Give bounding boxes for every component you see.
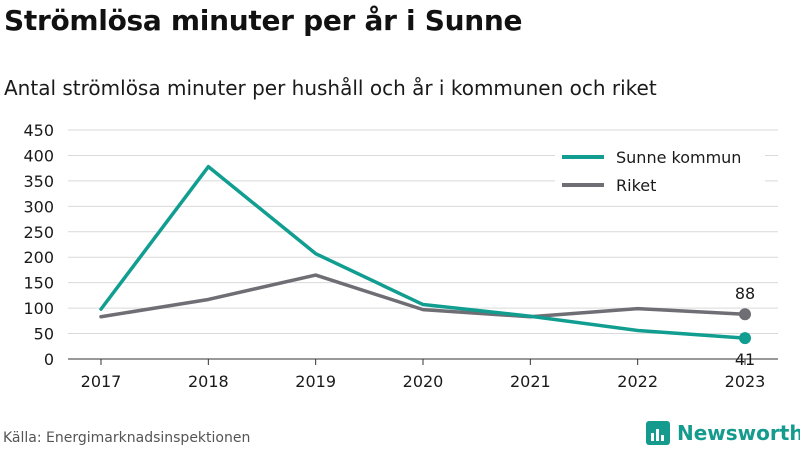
legend-label: Sunne kommun: [616, 148, 741, 167]
newsworthy-logo-icon: [646, 421, 670, 445]
source-note: Källa: Energimarknadsinspektionen: [3, 430, 251, 446]
y-tick-label: 400: [23, 146, 54, 165]
x-tick-label: 2022: [617, 372, 658, 391]
data-point: [739, 308, 751, 321]
series-line-sunne-kommun: [99, 164, 747, 340]
end-label-sunne: 41: [735, 350, 755, 369]
end-label-riket: 88: [735, 284, 755, 303]
x-tick-label: 2023: [725, 372, 766, 391]
brand-logo: Newsworthy: [645, 420, 800, 446]
legend-box: [555, 143, 765, 203]
y-tick-label: 450: [23, 121, 54, 140]
y-tick-label: 350: [23, 172, 54, 191]
y-tick-label: 0: [44, 350, 54, 369]
series-line-riket: [99, 273, 747, 319]
data-point: [739, 332, 751, 345]
x-tick-label: 2020: [403, 372, 444, 391]
y-tick-label: 250: [23, 223, 54, 242]
chart-title: Strömlösa minuter per år i Sunne: [4, 4, 523, 37]
x-tick-label: 2018: [188, 372, 229, 391]
chart-subtitle: Antal strömlösa minuter per hushåll och …: [4, 76, 657, 100]
y-tick-label: 100: [23, 299, 54, 318]
y-tick-label: 50: [34, 325, 54, 344]
y-tick-label: 200: [23, 248, 54, 267]
brand-name: Newsworthy: [677, 421, 800, 445]
y-tick-label: 300: [23, 197, 54, 216]
x-tick-label: 2021: [510, 372, 551, 391]
x-tick-label: 2017: [81, 372, 122, 391]
y-tick-label: 150: [23, 274, 54, 293]
x-tick-label: 2019: [295, 372, 336, 391]
legend-label: Riket: [616, 176, 656, 195]
